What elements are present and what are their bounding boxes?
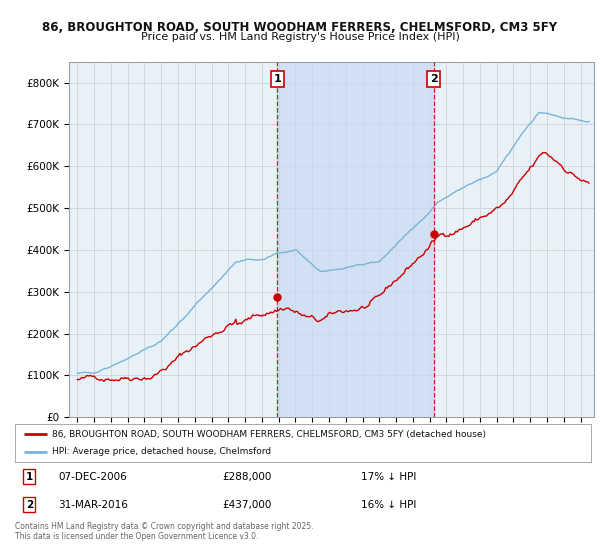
Text: 1: 1: [26, 472, 33, 482]
Text: 86, BROUGHTON ROAD, SOUTH WOODHAM FERRERS, CHELMSFORD, CM3 5FY (detached house): 86, BROUGHTON ROAD, SOUTH WOODHAM FERRER…: [52, 430, 487, 438]
Text: Contains HM Land Registry data © Crown copyright and database right 2025.
This d: Contains HM Land Registry data © Crown c…: [15, 522, 314, 542]
Text: HPI: Average price, detached house, Chelmsford: HPI: Average price, detached house, Chel…: [52, 447, 272, 456]
Text: 07-DEC-2006: 07-DEC-2006: [58, 472, 127, 482]
Text: £437,000: £437,000: [223, 500, 272, 510]
Text: Price paid vs. HM Land Registry's House Price Index (HPI): Price paid vs. HM Land Registry's House …: [140, 32, 460, 43]
Text: 2: 2: [430, 74, 437, 84]
Text: 16% ↓ HPI: 16% ↓ HPI: [361, 500, 416, 510]
Text: £288,000: £288,000: [223, 472, 272, 482]
Bar: [277, 62, 434, 417]
Text: 86, BROUGHTON ROAD, SOUTH WOODHAM FERRERS, CHELMSFORD, CM3 5FY: 86, BROUGHTON ROAD, SOUTH WOODHAM FERRER…: [43, 21, 557, 34]
Text: 17% ↓ HPI: 17% ↓ HPI: [361, 472, 416, 482]
Text: 31-MAR-2016: 31-MAR-2016: [58, 500, 128, 510]
Text: 2: 2: [26, 500, 33, 510]
Text: 1: 1: [274, 74, 281, 84]
